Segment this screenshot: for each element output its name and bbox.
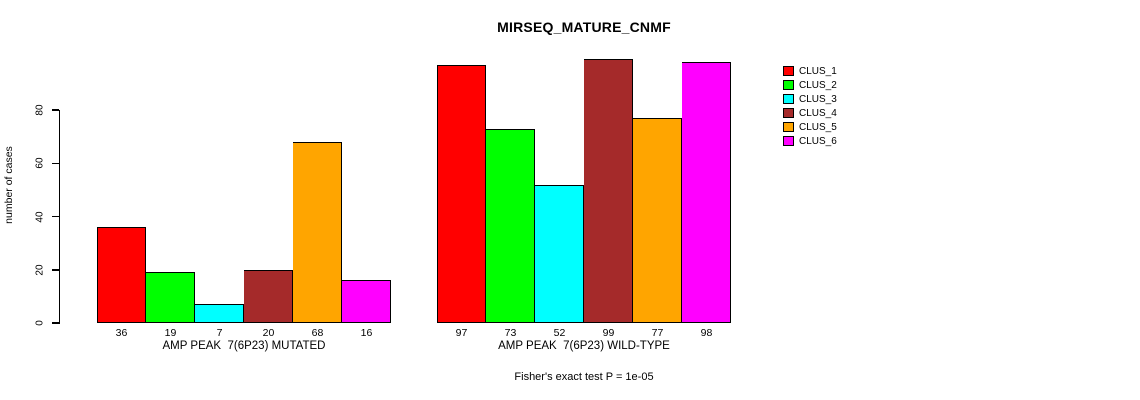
y-tick-mark: [51, 109, 59, 111]
bar-value-label: 77: [651, 327, 664, 339]
legend-swatch-icon: [783, 94, 794, 104]
annotation-text: Fisher's exact test P = 1e-05: [514, 371, 654, 383]
legend-label: CLUS_2: [799, 79, 837, 91]
bar-clus_2: [486, 128, 535, 323]
bar-clus_4: [244, 269, 293, 323]
bar-clus_5: [633, 117, 682, 323]
legend-item: CLUS_5: [783, 120, 837, 134]
y-tick-mark: [51, 162, 59, 164]
x-axis-group-label: AMP PEAK 7(6P23) WILD-TYPE: [498, 340, 670, 352]
bar-value-label: 52: [553, 327, 566, 339]
y-tick-label: 80: [34, 104, 46, 116]
legend-item: CLUS_6: [783, 134, 837, 148]
y-tick-mark: [51, 269, 59, 271]
legend-swatch-icon: [783, 136, 794, 146]
y-tick-mark: [51, 215, 59, 218]
bar-value-label: 97: [455, 327, 468, 339]
y-tick-label: 60: [34, 157, 46, 169]
legend-label: CLUS_3: [799, 93, 837, 105]
y-tick-label: 20: [34, 264, 46, 276]
legend-swatch-icon: [783, 122, 794, 132]
legend-swatch-icon: [783, 80, 794, 90]
legend-swatch-icon: [783, 66, 794, 76]
y-axis-label: number of cases: [3, 146, 15, 224]
x-axis-group-label: AMP PEAK 7(6P23) MUTATED: [162, 340, 326, 352]
bar-clus_3: [535, 184, 584, 323]
legend-item: CLUS_3: [783, 92, 837, 106]
bar-clus_4: [584, 59, 633, 323]
bar-value-label: 16: [360, 327, 373, 339]
bar-clus_1: [437, 64, 486, 323]
bar-clus_2: [146, 272, 195, 323]
legend-swatch-icon: [783, 108, 794, 118]
legend-label: CLUS_4: [799, 107, 837, 119]
bar-value-label: 7: [216, 327, 223, 339]
y-axis-line: [58, 109, 60, 324]
legend-item: CLUS_1: [783, 64, 837, 78]
bar-clus_6: [342, 280, 391, 323]
bar-clus_3: [195, 304, 244, 323]
chart-title: MIRSEQ_MATURE_CNMF: [497, 19, 671, 35]
bar-clus_5: [293, 141, 342, 323]
legend-label: CLUS_6: [799, 135, 837, 147]
legend: CLUS_1 CLUS_2 CLUS_3 CLUS_4 CLUS_5 CLUS_6: [783, 64, 837, 148]
legend-item: CLUS_4: [783, 106, 837, 120]
bar-value-label: 20: [262, 327, 275, 339]
bar-clus_6: [682, 62, 731, 323]
bar-value-label: 36: [115, 327, 128, 339]
bar-value-label: 19: [164, 327, 177, 339]
legend-label: CLUS_5: [799, 121, 837, 133]
legend-label: CLUS_1: [799, 65, 837, 77]
bar-value-label: 73: [504, 327, 517, 339]
bar-value-label: 68: [311, 327, 324, 339]
bar-value-label: 99: [602, 327, 615, 339]
bar-clus_1: [97, 227, 146, 323]
bar-value-label: 98: [700, 327, 713, 339]
y-tick-mark: [51, 322, 59, 324]
legend-item: CLUS_2: [783, 78, 837, 92]
y-tick-label: 0: [34, 320, 46, 326]
y-tick-label: 40: [34, 210, 46, 223]
